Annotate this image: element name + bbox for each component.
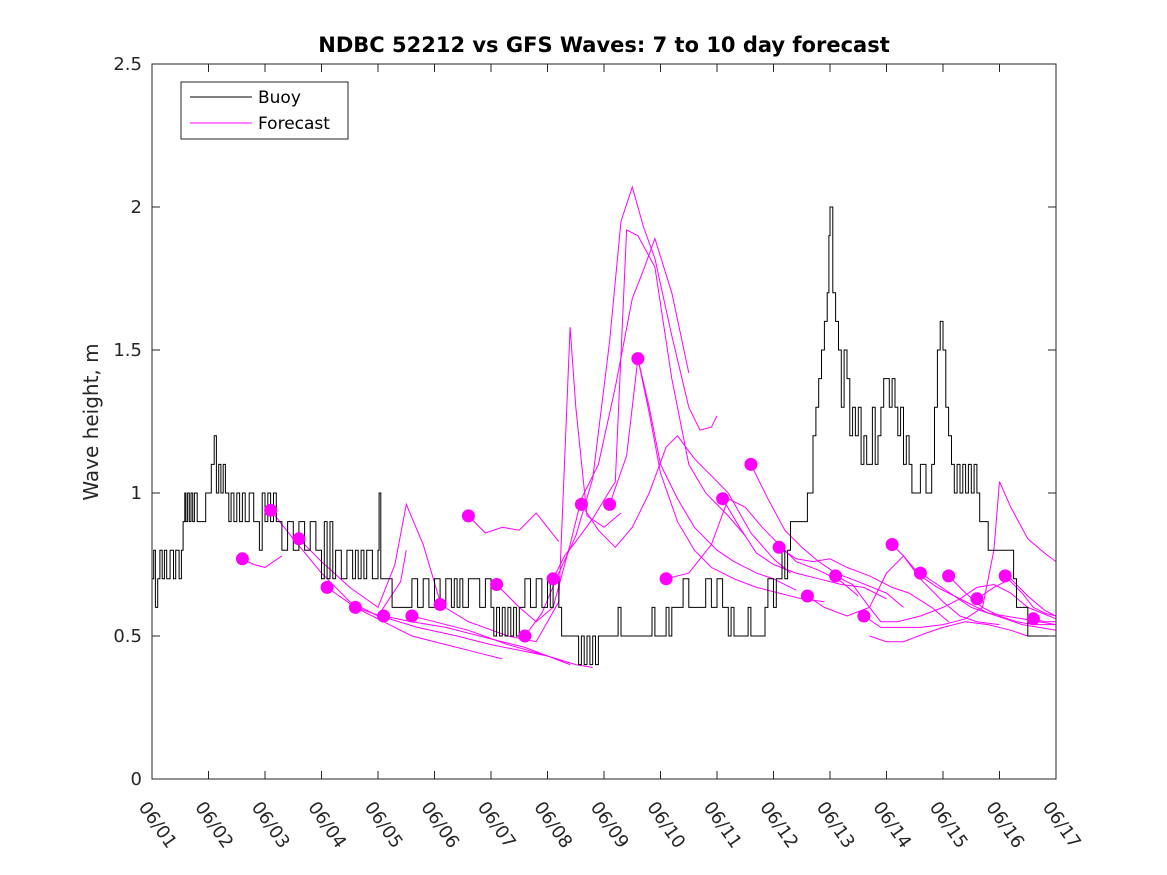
forecast-marker: [405, 609, 419, 623]
forecast-marker: [631, 352, 645, 366]
forecast-line: [750, 464, 904, 608]
forecast-line: [609, 358, 797, 591]
forecast-marker: [292, 532, 306, 546]
forecast-marker: [546, 572, 560, 586]
chart-title: NDBC 52212 vs GFS Waves: 7 to 10 day for…: [318, 33, 889, 57]
forecast-markers: [235, 352, 1040, 643]
forecast-line: [496, 236, 690, 623]
forecast-marker: [800, 589, 814, 603]
legend-label-buoy: Buoy: [258, 88, 301, 108]
forecast-line: [411, 615, 593, 668]
y-axis-ticks: 0 0.5 1 1.5 2 2.5: [113, 54, 1056, 790]
forecast-line: [298, 502, 441, 609]
y-tick-label: 0: [131, 769, 142, 790]
forecast-series: [242, 185, 1056, 668]
forecast-marker: [857, 609, 871, 623]
forecast-line: [468, 512, 560, 542]
forecast-line: [869, 621, 1028, 643]
forecast-marker: [744, 457, 758, 471]
forecast-marker: [490, 578, 504, 591]
plot-background: [152, 64, 1056, 779]
forecast-line: [580, 435, 791, 574]
forecast-marker: [433, 598, 447, 611]
forecast-line: [722, 498, 887, 600]
legend-box: [180, 81, 349, 140]
forecast-marker: [885, 538, 899, 551]
forecast-marker: [970, 592, 984, 606]
y-tick-label: 2: [131, 197, 142, 218]
forecast-marker: [603, 497, 617, 511]
forecast-marker: [235, 552, 249, 566]
forecast-marker: [716, 492, 730, 506]
forecast-marker: [659, 572, 673, 586]
forecast-line: [976, 578, 1056, 617]
forecast-marker: [518, 629, 532, 643]
forecast-marker: [264, 503, 278, 517]
forecast-marker: [998, 569, 1012, 583]
forecast-line: [524, 185, 718, 637]
forecast-marker: [772, 540, 786, 554]
forecast-line: [665, 498, 859, 597]
forecast-marker: [1026, 612, 1040, 626]
buoy-series: [152, 206, 1056, 666]
y-axis-label: Wave height, m: [79, 343, 103, 500]
forecast-marker: [461, 509, 475, 523]
buoy-line: [152, 206, 1056, 666]
forecast-line: [778, 546, 949, 623]
forecast-line: [552, 229, 746, 580]
legend: Buoy Forecast: [180, 81, 349, 140]
forecast-marker: [377, 609, 391, 623]
forecast-line: [835, 575, 1056, 623]
plot-area: 00.511.522.5 06/01 06/02 06/03 06/04 06/05 06…: [113, 54, 1085, 852]
forecast-line: [637, 358, 825, 603]
y-tick-label: 1: [131, 483, 142, 504]
forecast-marker: [348, 600, 362, 614]
forecast-marker: [574, 497, 588, 511]
forecast-marker: [829, 569, 843, 583]
forecast-marker: [320, 580, 334, 594]
legend-label-forecast: Forecast: [258, 114, 330, 134]
forecast-marker: [942, 569, 956, 583]
y-tick-label: 2.5: [113, 54, 142, 75]
y-tick-label: 1.5: [113, 340, 142, 361]
y-tick-label: 0.5: [113, 626, 142, 647]
forecast-line: [439, 327, 622, 643]
forecast-marker: [913, 566, 927, 580]
